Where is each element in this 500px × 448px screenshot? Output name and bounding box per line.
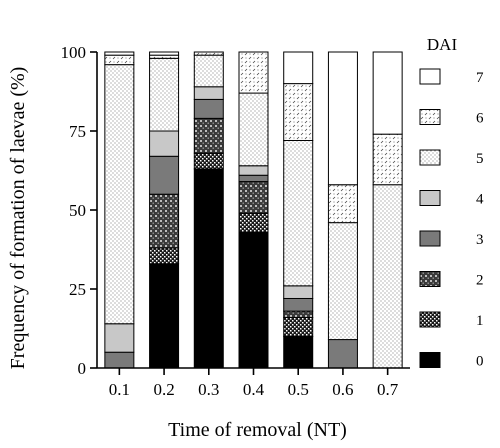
legend-swatch-dai-7 [419, 68, 441, 85]
bar-segment-0.6-dai-6 [327, 184, 358, 224]
bar-segment-0.2-dai-2 [149, 193, 180, 249]
bar-segment-0.3-dai-2 [193, 117, 224, 154]
bar-segment-0.3-dai-3 [193, 98, 224, 119]
legend-swatch-dai-1 [419, 311, 441, 328]
legend-label-dai-2: 2 [476, 273, 484, 289]
bar-segment-0.4-dai-5 [238, 92, 269, 167]
legend-title: DAI [427, 35, 458, 54]
bar-segment-0.3-dai-4 [193, 86, 224, 100]
x-tick-label-0.7: 0.7 [377, 380, 399, 399]
bar-segment-0.1-dai-5 [104, 64, 135, 325]
bar-segment-0.5-dai-5 [283, 139, 314, 287]
bar-segment-0.6-dai-5 [327, 222, 358, 341]
legend-label-dai-1: 1 [476, 313, 484, 329]
bar-segment-0.5-dai-2 [283, 310, 314, 318]
legend-label-dai-6: 6 [476, 111, 484, 127]
bar-segment-0.2-dai-7 [149, 51, 180, 56]
bar-segment-0.3-dai-0 [193, 168, 224, 369]
bar-segment-0.2-dai-0 [149, 263, 180, 369]
x-tick-label-0.1: 0.1 [109, 380, 130, 399]
x-tick-label-0.2: 0.2 [153, 380, 174, 399]
bar-segment-0.5-dai-6 [283, 83, 314, 141]
legend-swatch-dai-6 [419, 109, 441, 125]
bar-segment-0.2-dai-4 [149, 130, 180, 157]
bar-segment-0.1-dai-7 [104, 51, 135, 56]
bar-segment-0.3-dai-1 [193, 152, 224, 170]
y-tick-label-0: 0 [78, 359, 87, 378]
bar-segment-0.5-dai-3 [283, 297, 314, 312]
bar-segment-0.3-dai-6 [193, 51, 224, 56]
axes-group: 0 25 50 75 100 0.1 0.2 0.3 0.4 0.5 0.6 0.7 [61, 43, 410, 399]
bar-segment-0.5-dai-1 [283, 316, 314, 337]
y-axis-title: Frequency of formation of laevae (%) [7, 67, 29, 370]
y-tick-label-75: 75 [69, 122, 86, 141]
y-tick-label-50: 50 [69, 201, 86, 220]
bar-segment-0.5-dai-7 [283, 51, 314, 85]
bar-segment-0.1-dai-6 [104, 54, 135, 66]
legend-label-dai-5: 5 [476, 151, 484, 167]
bar-segment-0.4-dai-0 [238, 231, 269, 369]
legend-swatch-dai-5 [419, 149, 441, 166]
x-axis-title: Time of removal (NT) [168, 419, 347, 441]
bar-segment-0.4-dai-4 [238, 165, 269, 176]
bar-segment-0.6-dai-3 [327, 339, 358, 369]
bar-segment-0.4-dai-3 [238, 174, 269, 183]
bar-segment-0.7-dai-6 [372, 133, 403, 186]
bar-segment-0.2-dai-3 [149, 155, 180, 195]
x-tick-label-0.6: 0.6 [332, 380, 353, 399]
bar-segment-0.4-dai-6 [238, 51, 269, 94]
legend-label-dai-4: 4 [476, 192, 484, 208]
bar-segment-0.1-dai-3 [104, 351, 135, 369]
legend-swatch-dai-4 [419, 190, 441, 206]
bar-segment-0.3-dai-5 [193, 54, 224, 88]
bar-segment-0.6-dai-7 [327, 51, 358, 186]
legend-swatch-dai-2 [419, 271, 441, 287]
legend: DAI 7 6 5 4 3 2 1 0 [419, 35, 484, 370]
bar-segment-0.1-dai-4 [104, 323, 135, 353]
legend-swatch-dai-0 [419, 352, 441, 368]
bar-segment-0.5-dai-4 [283, 285, 314, 299]
x-tick-label-0.4: 0.4 [243, 380, 265, 399]
bar-segment-0.7-dai-7 [372, 51, 403, 135]
y-tick-label-25: 25 [69, 280, 86, 299]
x-tick-label-0.5: 0.5 [288, 380, 309, 399]
legend-label-dai-7: 7 [476, 70, 484, 86]
legend-label-dai-3: 3 [476, 232, 484, 248]
bar-segment-0.4-dai-2 [238, 181, 269, 214]
bar-segment-0.5-dai-0 [283, 335, 314, 369]
bars-group [104, 51, 403, 369]
bar-segment-0.4-dai-1 [238, 212, 269, 233]
legend-swatch-dai-3 [419, 230, 441, 247]
bar-segment-0.2-dai-5 [149, 57, 180, 132]
x-tick-label-0.3: 0.3 [198, 380, 219, 399]
y-tick-label-100: 100 [61, 43, 87, 62]
legend-label-dai-0: 0 [476, 354, 484, 370]
bar-segment-0.2-dai-1 [149, 247, 180, 265]
bar-segment-0.7-dai-5 [372, 184, 403, 369]
